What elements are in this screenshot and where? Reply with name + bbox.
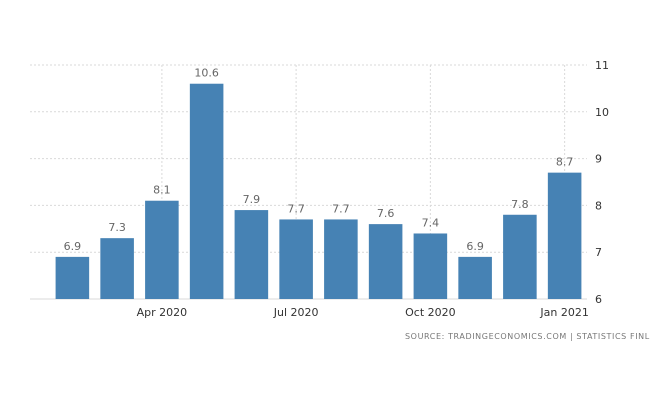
- source-note: SOURCE: TRADINGECONOMICS.COM | STATISTIC…: [405, 332, 650, 341]
- x-tick-label: Jan 2021: [539, 306, 588, 319]
- bars: [55, 83, 582, 299]
- bar: [547, 172, 582, 299]
- value-label: 7.4: [422, 216, 440, 229]
- value-label: 7.6: [377, 207, 395, 220]
- x-tick-label: Oct 2020: [405, 306, 456, 319]
- bar: [279, 219, 313, 299]
- value-label: 7.3: [108, 221, 126, 234]
- bar: [503, 214, 537, 299]
- value-label: 7.8: [511, 198, 529, 211]
- value-label: 8.7: [556, 156, 574, 169]
- bar: [413, 233, 448, 299]
- value-label: 7.9: [243, 193, 261, 206]
- x-axis: Apr 2020 Jul 2020 Oct 2020 Jan 2021: [137, 306, 589, 319]
- bar: [234, 210, 269, 299]
- bar: [189, 83, 224, 299]
- x-tick-label: Apr 2020: [137, 306, 188, 319]
- x-tick-label: Jul 2020: [273, 306, 319, 319]
- bar: [145, 200, 179, 299]
- y-axis: 6 7 8 9 10 11: [595, 59, 609, 306]
- bar: [55, 256, 90, 299]
- value-labels: 6.9 7.3 8.1 10.6 7.9 7.7 7.7 7.6 7.4 6.9 7.8 8.7: [64, 67, 574, 253]
- y-tick-label: 8: [595, 199, 602, 212]
- bar: [368, 224, 403, 299]
- value-label: 8.1: [153, 184, 171, 197]
- value-label: 6.9: [466, 240, 484, 253]
- bar: [324, 219, 358, 299]
- bar: [458, 256, 492, 299]
- bar: [100, 238, 134, 299]
- y-tick-label: 11: [595, 59, 609, 72]
- value-label: 6.9: [64, 240, 82, 253]
- value-label: 7.7: [287, 202, 305, 215]
- y-tick-label: 10: [595, 106, 609, 119]
- value-label: 10.6: [194, 67, 219, 80]
- y-tick-label: 9: [595, 153, 602, 166]
- y-tick-label: 6: [595, 293, 602, 306]
- y-tick-label: 7: [595, 246, 602, 259]
- value-label: 7.7: [332, 202, 350, 215]
